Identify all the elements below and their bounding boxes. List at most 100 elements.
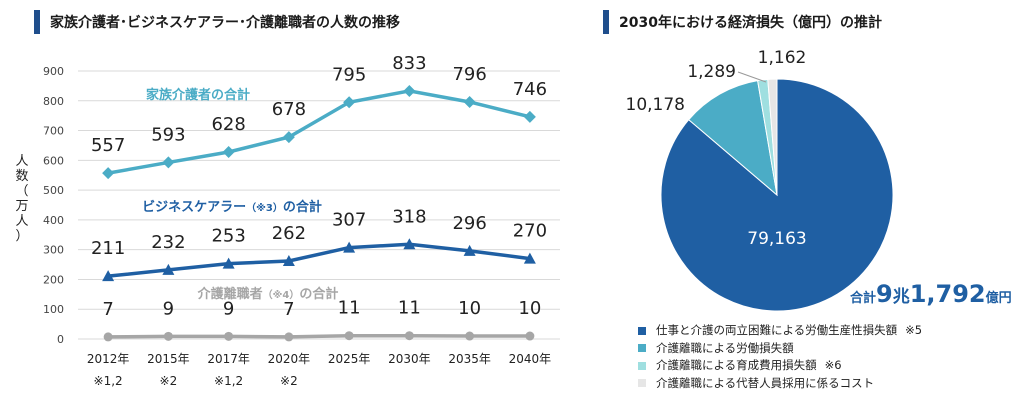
data-label: 833 <box>392 53 426 74</box>
total-trillion-unit: 兆 <box>892 287 910 307</box>
data-label: 557 <box>91 135 125 156</box>
title-accent-bar <box>603 10 609 34</box>
data-point <box>222 257 235 269</box>
data-point <box>525 331 535 341</box>
x-tick-note: ※2 <box>160 374 178 388</box>
x-tick-label: 2017年 <box>207 352 250 366</box>
x-tick-label: 2030年 <box>388 352 431 366</box>
data-point <box>403 238 416 250</box>
data-label: 11 <box>398 298 421 319</box>
legend-label: 介護離職による育成費用損失額 <box>656 358 817 372</box>
legend-item: 介護離職による労働損失額 <box>638 340 922 358</box>
series-line <box>107 242 531 278</box>
legend-swatch <box>638 326 646 335</box>
pie-slice <box>688 80 778 197</box>
pie-slice-label: 79,163 <box>747 229 806 249</box>
y-tick-label: 300 <box>43 244 64 257</box>
x-tick-note: ※1,2 <box>214 374 243 388</box>
data-label: 678 <box>272 99 306 120</box>
data-label: 253 <box>211 226 245 247</box>
data-label: 795 <box>332 64 366 85</box>
data-point <box>102 167 115 180</box>
legend-swatch <box>638 379 646 388</box>
legend-label: 介護離職による労働損失額 <box>656 340 794 355</box>
legend-label: 仕事と介護の両立困難による労働生産性損失額 <box>656 323 898 337</box>
y-axis-label-char: 数 <box>15 169 28 184</box>
legend-item: 介護離職による育成費用損失額 ※6 <box>638 357 922 375</box>
data-label: 232 <box>151 232 185 253</box>
x-tick-label: 2025年 <box>328 352 371 366</box>
legend-swatch <box>638 344 646 353</box>
pie-slice-label: 1,289 <box>687 62 736 82</box>
pie-chart-title: 2030年における経済損失（億円）の推計 <box>603 10 882 34</box>
x-tick-label: 2015年 <box>147 352 190 366</box>
data-label: 211 <box>91 238 125 259</box>
data-point <box>344 331 354 341</box>
data-point <box>343 241 356 253</box>
data-label: 270 <box>513 221 547 242</box>
y-tick-label: 500 <box>43 184 64 197</box>
data-label: 9 <box>223 298 234 319</box>
data-label: 296 <box>452 213 486 234</box>
y-tick-label: 700 <box>43 125 64 138</box>
x-tick-label: 2020年 <box>268 352 311 366</box>
legend-note: ※6 <box>824 358 842 372</box>
data-label: 10 <box>518 298 541 319</box>
y-axis-label-char: （ <box>15 184 28 199</box>
data-point <box>162 263 175 275</box>
data-label: 307 <box>332 210 366 231</box>
data-point <box>343 96 356 109</box>
pie-slice-label: 1,162 <box>758 48 807 68</box>
data-label: 593 <box>151 124 185 145</box>
y-tick-label: 600 <box>43 154 64 167</box>
y-tick-label: 800 <box>43 95 64 108</box>
pie-legend: 仕事と介護の両立困難による労働生産性損失額 ※5 介護離職による労働損失額介護離職に… <box>638 322 922 392</box>
y-tick-label: 100 <box>43 303 64 316</box>
y-tick-label: 0 <box>57 333 64 346</box>
data-point <box>465 331 475 341</box>
series-line <box>107 89 531 175</box>
total-prefix: 合計 <box>850 291 877 306</box>
y-tick-label: 200 <box>43 273 64 286</box>
series-name-label: ビジネスケアラー（※3）の合計 <box>142 199 322 215</box>
data-point <box>523 252 536 264</box>
legend-label: 介護離職による代替人員採用に係るコスト <box>656 375 875 390</box>
data-label: 318 <box>392 206 426 227</box>
data-point <box>162 156 175 169</box>
data-point <box>404 331 414 341</box>
legend-item: 介護離職による代替人員採用に係るコスト <box>638 375 922 393</box>
line-chart-title-text: 家族介護者･ビジネスケアラー･介護離職者の人数の推移 <box>50 15 400 31</box>
x-tick-label: 2035年 <box>448 352 491 366</box>
series-name-label: 家族介護者の合計 <box>146 87 250 103</box>
total-oku: 1,792 <box>909 280 986 308</box>
data-point <box>523 110 536 123</box>
x-tick-note: ※2 <box>280 374 298 388</box>
data-label: 11 <box>338 298 361 319</box>
y-axis-label-char: 万 <box>15 199 28 214</box>
legend-item: 仕事と介護の両立困難による労働生産性損失額 ※5 <box>638 322 922 340</box>
data-label: 10 <box>458 298 481 319</box>
y-axis-label-char: 人 <box>15 214 28 229</box>
total-oku-unit: 億円 <box>985 291 1012 306</box>
data-label: 262 <box>272 223 306 244</box>
pie-chart-title-text: 2030年における経済損失（億円）の推計 <box>619 15 882 31</box>
data-point <box>102 270 115 282</box>
data-label: 746 <box>513 79 547 100</box>
data-point <box>282 131 295 144</box>
data-label: 9 <box>163 298 174 319</box>
x-tick-note: ※1,2 <box>94 374 123 388</box>
data-point <box>403 84 416 97</box>
series-line <box>108 333 530 339</box>
pie-slice <box>767 78 778 196</box>
line-chart-title: 家族介護者･ビジネスケアラー･介護離職者の人数の推移 <box>34 10 400 34</box>
leader-line <box>737 71 767 83</box>
title-accent-bar <box>34 10 40 34</box>
pie-slice-label: 10,178 <box>626 95 685 115</box>
data-point <box>282 254 295 266</box>
data-point <box>222 145 235 158</box>
y-tick-label: 900 <box>43 65 64 78</box>
data-point <box>463 244 476 256</box>
x-tick-label: 2012年 <box>87 352 130 366</box>
data-point <box>463 95 476 108</box>
data-label: 7 <box>102 299 113 320</box>
